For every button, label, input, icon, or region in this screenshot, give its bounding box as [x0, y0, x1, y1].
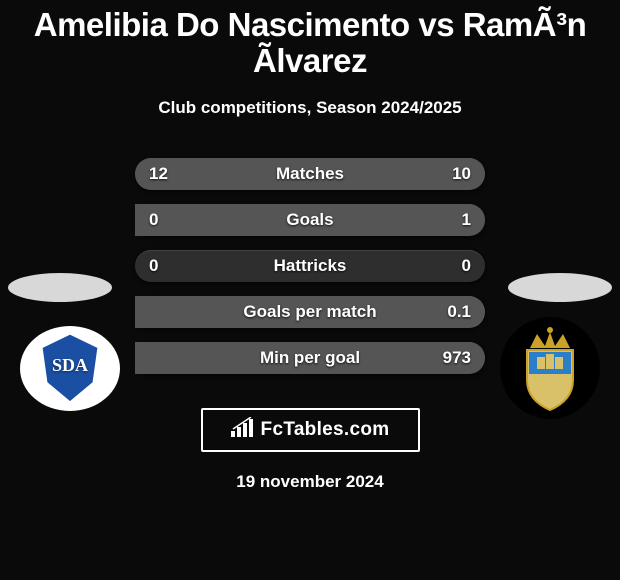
comparison-area: SDA 12Matches100Goals10Hattricks0Goals p… [0, 148, 620, 398]
subtitle: Club competitions, Season 2024/2025 [0, 98, 620, 118]
club-badge-left: SDA [20, 326, 120, 411]
stat-value-right: 10 [452, 158, 471, 190]
stat-label: Goals per match [135, 296, 485, 328]
brand-text: FcTables.com [261, 419, 390, 441]
stat-label: Hattricks [135, 250, 485, 282]
stat-row: 0Goals1 [135, 204, 485, 236]
page-title: Amelibia Do Nascimento vs RamÃ³n Ãlvarez [0, 0, 620, 80]
club-left-code: SDA [52, 355, 88, 375]
stat-value-right: 0 [462, 250, 471, 282]
club-badge-right [500, 317, 600, 419]
stat-label: Matches [135, 158, 485, 190]
player-portrait-left [8, 273, 112, 302]
player-portrait-right [508, 273, 612, 302]
stat-row: 12Matches10 [135, 158, 485, 190]
stat-label: Goals [135, 204, 485, 236]
stat-value-right: 0.1 [447, 296, 471, 328]
stat-row: 0Hattricks0 [135, 250, 485, 282]
stats-rows: 12Matches100Goals10Hattricks0Goals per m… [135, 158, 485, 388]
stat-row: Min per goal973 [135, 342, 485, 374]
date-text: 19 november 2024 [0, 472, 620, 492]
chart-icon [231, 417, 255, 443]
stat-label: Min per goal [135, 342, 485, 374]
stat-row: Goals per match0.1 [135, 296, 485, 328]
stat-value-right: 973 [443, 342, 471, 374]
stat-value-right: 1 [462, 204, 471, 236]
brand-attribution: FcTables.com [201, 408, 420, 452]
